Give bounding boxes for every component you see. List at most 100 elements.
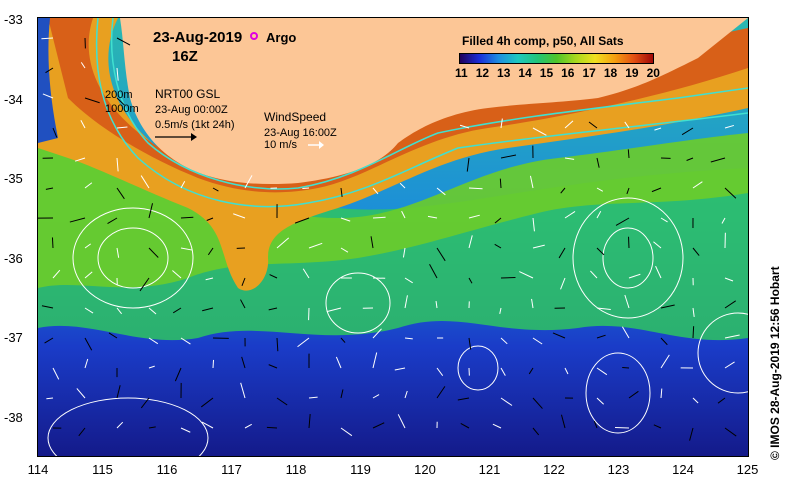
vector-arrow bbox=[372, 352, 378, 369]
y-tick-label: -34 bbox=[4, 91, 23, 107]
x-tick-label: 123 bbox=[607, 462, 630, 477]
vector-arrow bbox=[500, 337, 508, 345]
vector-arrow bbox=[560, 187, 566, 194]
vector-arrow bbox=[596, 367, 608, 376]
eddy-contour bbox=[97, 227, 169, 289]
vector-arrow bbox=[621, 326, 630, 339]
vector-arrow bbox=[116, 157, 119, 172]
vector-arrow bbox=[148, 307, 157, 315]
vector-arrow bbox=[564, 157, 575, 160]
vector-arrow bbox=[529, 175, 534, 189]
vector-arrow bbox=[370, 236, 374, 249]
wind-scale-arrow-icon bbox=[308, 141, 324, 149]
vector-arrow bbox=[340, 337, 346, 343]
vector-arrow bbox=[500, 367, 506, 376]
x-tick-label: 122 bbox=[543, 462, 565, 477]
colorbar-tick-label: 13 bbox=[497, 66, 511, 80]
vector-arrow bbox=[499, 178, 502, 189]
x-tick-label: 125 bbox=[736, 462, 759, 477]
y-tick-label: -36 bbox=[4, 250, 23, 266]
vector-arrow bbox=[139, 277, 150, 292]
vector-arrow bbox=[724, 300, 736, 309]
argo-label: Argo bbox=[266, 30, 297, 45]
vector-arrow bbox=[692, 307, 695, 318]
vector-arrow bbox=[596, 187, 604, 192]
vector-arrow bbox=[84, 271, 93, 279]
vector-arrow bbox=[212, 187, 219, 192]
vector-arrow bbox=[628, 273, 641, 279]
vector-arrow bbox=[116, 247, 120, 258]
current-arrows bbox=[38, 37, 740, 441]
vector-arrow bbox=[660, 304, 675, 309]
wind-title: WindSpeed bbox=[264, 110, 327, 124]
vector-arrow bbox=[207, 247, 214, 256]
vector-arrow bbox=[74, 157, 86, 162]
vector-arrow bbox=[721, 217, 726, 224]
vector-arrow bbox=[626, 187, 630, 195]
vector-arrow bbox=[435, 300, 438, 309]
colorbar-tick-label: 20 bbox=[646, 66, 660, 80]
vector-arrow bbox=[52, 127, 58, 138]
x-tick-label: 120 bbox=[414, 462, 436, 477]
vector-arrow bbox=[269, 274, 278, 279]
vector-arrow bbox=[78, 427, 86, 437]
vector-arrow bbox=[116, 126, 128, 129]
eddy-contour bbox=[47, 397, 209, 456]
wind-scale-label: 10 m/s bbox=[264, 139, 298, 151]
vector-arrow bbox=[276, 237, 290, 249]
vector-arrow bbox=[116, 37, 131, 46]
vector-arrow bbox=[692, 326, 695, 339]
vector-arrow bbox=[140, 397, 150, 409]
vector-arrow bbox=[492, 423, 502, 429]
vector-arrow bbox=[436, 386, 446, 399]
eddy-contour bbox=[457, 345, 499, 391]
vector-arrow bbox=[326, 307, 342, 313]
vector-arrow bbox=[268, 307, 278, 311]
vector-arrow bbox=[593, 420, 598, 429]
eddy-contour bbox=[697, 312, 748, 394]
x-tick-label: 114 bbox=[27, 462, 49, 477]
vector-arrow bbox=[724, 361, 735, 369]
vector-arrow bbox=[564, 120, 574, 129]
vector-arrow bbox=[466, 157, 470, 172]
vector-arrow bbox=[372, 394, 380, 399]
vector-arrow bbox=[394, 367, 406, 371]
vector-arrow bbox=[244, 175, 253, 189]
colorbar-tick-label: 15 bbox=[539, 66, 554, 80]
vector-arrow bbox=[212, 359, 215, 369]
vector-arrow bbox=[372, 422, 385, 429]
vector-arrow bbox=[436, 247, 446, 262]
vector-arrow bbox=[564, 211, 576, 219]
isobath-200 bbox=[110, 18, 748, 190]
vector-arrow bbox=[528, 367, 534, 375]
vector-arrow bbox=[276, 397, 288, 406]
vector-arrow bbox=[51, 237, 54, 249]
vector-arrow bbox=[80, 119, 86, 129]
vector-arrow bbox=[174, 367, 182, 382]
vector-arrow bbox=[460, 423, 470, 429]
vector-arrow bbox=[116, 385, 121, 399]
isobath-1000-label: 1000m bbox=[105, 103, 139, 115]
vector-arrow bbox=[180, 427, 191, 433]
vector-arrow bbox=[686, 157, 694, 161]
vector-arrow bbox=[500, 154, 517, 159]
x-tick-label: 117 bbox=[221, 462, 242, 477]
vector-arrow bbox=[401, 210, 406, 219]
vector-arrow bbox=[532, 337, 543, 345]
vector-arrow bbox=[468, 337, 472, 350]
vector-arrow bbox=[84, 243, 92, 249]
vector-arrow bbox=[108, 332, 118, 339]
vector-arrow bbox=[660, 337, 668, 346]
map-date: 23-Aug-2019 bbox=[153, 29, 243, 46]
vector-arrow bbox=[660, 354, 670, 369]
vector-arrow bbox=[148, 203, 154, 219]
vector-arrow bbox=[681, 127, 694, 136]
vector-arrow bbox=[457, 397, 470, 401]
vector-arrow bbox=[724, 334, 740, 339]
vector-arrow bbox=[84, 307, 94, 314]
y-tick-label: -35 bbox=[4, 171, 23, 186]
vector-arrow bbox=[427, 215, 438, 219]
vector-arrow bbox=[205, 277, 214, 281]
vector-arrow bbox=[45, 67, 54, 74]
vector-arrow bbox=[724, 187, 737, 199]
